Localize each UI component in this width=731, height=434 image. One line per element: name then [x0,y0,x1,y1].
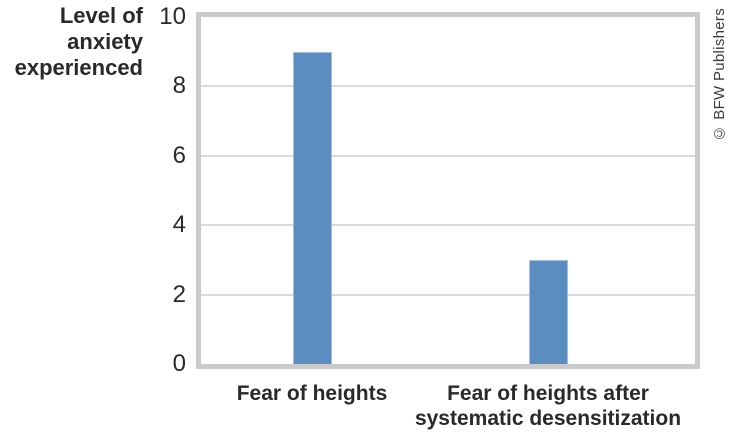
publisher-credit: © BFW Publishers [711,8,728,142]
y-tick-6: 6 [172,141,186,169]
plot-area [196,12,700,369]
y-tick-2: 2 [172,280,186,308]
bar-fear-of-heights-after-systematic-desensitization [528,259,568,364]
y-tick-10: 10 [159,3,186,30]
y-tick-8: 8 [172,72,186,100]
gridline-y2 [201,293,695,296]
bar-fear-of-heights [292,51,332,364]
y-tick-0: 0 [172,350,186,377]
x-label-fear-of-heights: Fear of heights [236,382,388,405]
x-label-fear-of-heights-after-systematic-desensitization: Fear of heights after systematic desensi… [414,382,682,430]
gridline-y6 [201,154,695,157]
y-tick-4: 4 [172,211,186,239]
gridline-y8 [201,85,695,88]
y-axis-title: Level of anxiety experienced [14,3,143,80]
gridline-y4 [201,224,695,227]
